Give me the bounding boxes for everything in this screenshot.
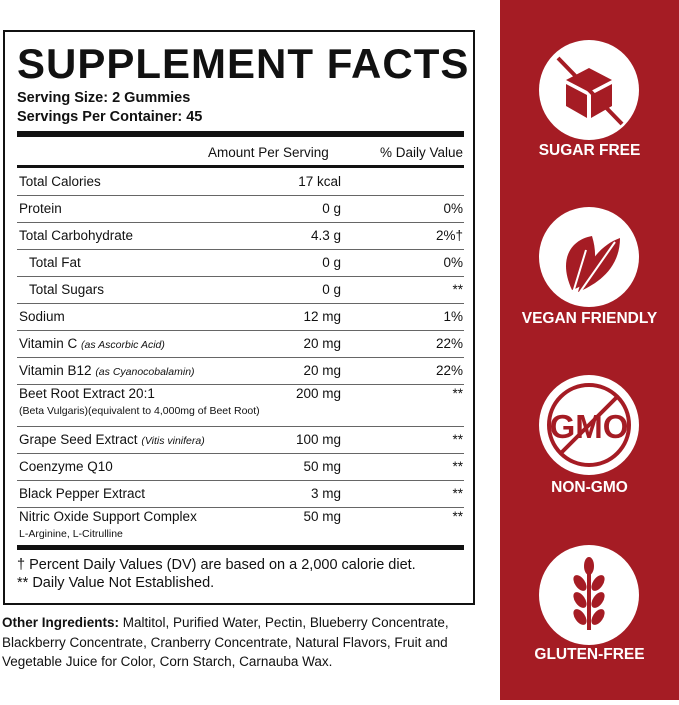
row-divider: [17, 195, 464, 196]
nutrient-name: Vitamin B12 (as Cyanocobalamin): [19, 363, 195, 378]
amount: 0 g: [322, 282, 341, 297]
amount: 50 mg: [303, 509, 341, 524]
nutrient-label: Beet Root Extract 20:1: [19, 386, 155, 401]
amount: 0 g: [322, 201, 341, 216]
nutrient-name: Beet Root Extract 20:1: [19, 386, 155, 401]
nutrient-name: Grape Seed Extract (Vitis vinifera): [19, 432, 205, 447]
row-divider: [17, 276, 464, 277]
daily-value: **: [452, 432, 463, 447]
row-divider: [17, 222, 464, 223]
badge-label: GLUTEN-FREE: [534, 646, 645, 663]
nutrient-name: Total Calories: [19, 174, 101, 189]
nutrient-name: Protein: [19, 201, 62, 216]
nutrient-name: Total Sugars: [29, 282, 104, 297]
other-ingredients: Other Ingredients: Maltitol, Purified Wa…: [2, 613, 498, 672]
nutrient-label: Vitamin C: [19, 336, 78, 351]
footnote: ** Daily Value Not Established.: [17, 575, 215, 591]
amount: 20 mg: [303, 363, 341, 378]
nutrient-name: Coenzyme Q10: [19, 459, 113, 474]
nutrient-label: Total Carbohydrate: [19, 228, 134, 243]
daily-value: 0%: [443, 255, 463, 270]
other-ingredients-text: Maltitol, Purified Water, Pectin, Bluebe…: [2, 615, 449, 669]
amount: 3 mg: [310, 486, 341, 501]
nutrient-detail: L-Arginine, L-Citrulline: [19, 528, 123, 540]
amount: 100 mg: [295, 432, 341, 447]
daily-value: 1%: [443, 309, 463, 324]
nutrient-label: Vitamin B12: [19, 363, 92, 378]
nutrient-label: Total Calories: [19, 174, 101, 189]
nutrient-label: Total Sugars: [29, 282, 105, 297]
badge-label: SUGAR FREE: [538, 142, 641, 159]
divider: [17, 545, 464, 550]
facts-title: SUPPLEMENT FACTS: [17, 40, 470, 87]
nutrient-name: Vitamin C (as Ascorbic Acid): [19, 336, 165, 351]
daily-value: **: [452, 486, 463, 501]
nutrient-label: Sodium: [19, 309, 65, 324]
divider: [17, 165, 464, 168]
row-divider: [17, 507, 464, 508]
nutrient-name: Total Carbohydrate: [19, 228, 133, 243]
nutrient-note: (as Cyanocobalamin): [95, 366, 195, 378]
nutrient-label: Nitric Oxide Support Complex: [19, 509, 197, 524]
facts-box: [3, 30, 475, 605]
nutrient-label: Grape Seed Extract: [19, 432, 138, 447]
amount: 200 mg: [295, 386, 341, 401]
amount: 50 mg: [303, 459, 341, 474]
nutrient-name: Total Fat: [29, 255, 81, 270]
nutrient-label: Black Pepper Extract: [19, 486, 146, 501]
nutrient-label: Total Fat: [29, 255, 81, 270]
divider: [17, 131, 464, 137]
badge-label: VEGAN FRIENDLY: [521, 310, 658, 327]
daily-value: **: [452, 509, 463, 524]
daily-value: **: [452, 282, 463, 297]
column-header: Amount Per Serving: [208, 145, 329, 160]
column-header: % Daily Value: [379, 145, 463, 160]
daily-value: 22%: [435, 336, 463, 351]
amount: 12 mg: [303, 309, 341, 324]
amount: 17 kcal: [298, 174, 341, 189]
servings-per-container: Servings Per Container: 45: [17, 109, 203, 125]
row-divider: [17, 357, 464, 358]
sugar-free-icon: [539, 40, 639, 140]
nutrient-note: (as Ascorbic Acid): [81, 339, 165, 351]
badge-label: NON-GMO: [551, 479, 628, 496]
row-divider: [17, 384, 464, 385]
nutrient-detail: (Beta Vulgaris)(equivalent to 4,000mg of…: [19, 405, 260, 417]
daily-value: 2%†: [435, 228, 463, 243]
daily-value: 0%: [443, 201, 463, 216]
nutrient-label: Protein: [19, 201, 62, 216]
nutrient-label: Coenzyme Q10: [19, 459, 113, 474]
nutrient-name: Sodium: [19, 309, 65, 324]
row-divider: [17, 453, 464, 454]
row-divider: [17, 249, 464, 250]
row-divider: [17, 330, 464, 331]
daily-value: **: [452, 459, 463, 474]
serving-size: Serving Size: 2 Gummies: [17, 90, 191, 106]
nutrient-name: Nitric Oxide Support Complex: [19, 509, 197, 524]
amount: 20 mg: [303, 336, 341, 351]
badge-icons: GMO: [539, 40, 639, 645]
row-divider: [17, 480, 464, 481]
non-gmo-icon: GMO: [539, 375, 639, 475]
amount: 4.3 g: [310, 228, 341, 243]
nutrient-note: (Vitis vinifera): [141, 435, 205, 447]
nutrient-name: Black Pepper Extract: [19, 486, 145, 501]
amount: 0 g: [322, 255, 341, 270]
row-divider: [17, 426, 464, 427]
gluten-free-icon: [539, 545, 639, 645]
daily-value: **: [452, 386, 463, 401]
badge-panel: GMO SUGAR FREE VEGAN FRIENDLY NON-GMO GL…: [500, 0, 679, 700]
vegan-icon: [539, 207, 639, 307]
footnote: † Percent Daily Values (DV) are based on…: [17, 557, 416, 573]
row-divider: [17, 303, 464, 304]
other-ingredients-label: Other Ingredients:: [2, 615, 120, 630]
daily-value: 22%: [435, 363, 463, 378]
